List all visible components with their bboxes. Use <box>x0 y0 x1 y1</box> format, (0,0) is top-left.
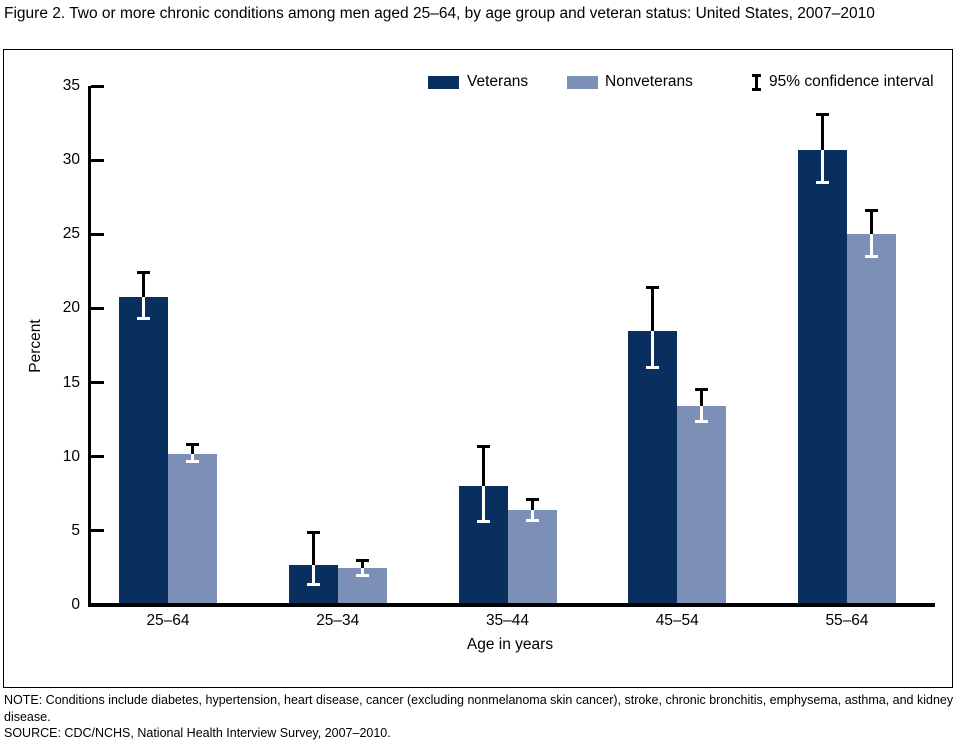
error-bar-cap-high <box>476 444 490 448</box>
legend-swatch-nonveterans <box>567 76 598 89</box>
bar-nonveterans-25-64 <box>168 453 217 605</box>
error-bar-upper <box>360 560 364 568</box>
y-tick-label-35: 35 <box>62 77 80 94</box>
error-bar-upper <box>651 287 655 331</box>
error-bar-upper <box>700 389 704 407</box>
y-tick-label-30: 30 <box>62 151 80 169</box>
error-bar-cap-high <box>137 271 150 275</box>
y-tick-10 <box>91 455 104 459</box>
error-bar-cap-low <box>816 180 829 184</box>
error-bar-cap-low <box>695 419 709 423</box>
y-tick-label-5: 5 <box>71 521 80 539</box>
error-bar-cap-high <box>816 112 829 116</box>
error-bar-upper <box>481 446 485 487</box>
x-category-25-64: 25–64 <box>146 612 190 629</box>
y-tick-label-0: 0 <box>71 596 80 613</box>
y-tick-label-10: 10 <box>62 447 80 465</box>
error-bar-lower <box>700 406 704 422</box>
error-bar-cap-low <box>186 459 199 463</box>
error-bar-cap-low <box>865 255 878 259</box>
error-bar-cap-high <box>525 498 539 502</box>
error-bar-cap-high <box>186 443 199 447</box>
error-bar-lower <box>870 234 873 257</box>
chart-frame: Percent Age in years Veterans Nonveteran… <box>3 49 953 688</box>
legend-label-veterans: Veterans <box>467 73 529 90</box>
y-tick-label-20: 20 <box>62 299 80 317</box>
error-bar-icon <box>752 74 761 91</box>
error-bar-cap-high <box>646 286 660 290</box>
legend-swatch-veterans <box>428 76 459 89</box>
error-bar-lower <box>142 296 145 319</box>
x-axis-title: Age in years <box>466 636 554 653</box>
y-tick-20 <box>91 306 104 310</box>
y-axis-title: Percent <box>27 319 44 373</box>
source-text: SOURCE: CDC/NCHS, National Health Interv… <box>4 726 391 740</box>
x-category-55-64: 55–64 <box>825 612 869 629</box>
bar-veterans-55-64 <box>798 149 847 605</box>
note-text: NOTE: Conditions include diabetes, hyper… <box>4 693 954 724</box>
plot-area: Percent Age in years Veterans Nonveteran… <box>4 50 952 687</box>
error-bar-cap-high <box>355 559 369 562</box>
bar-nonveterans-45-54 <box>677 406 727 605</box>
error-bar-cap-high <box>695 388 709 392</box>
error-bar-lower <box>530 510 534 521</box>
error-bar-cap-high <box>306 530 320 534</box>
error-bar-lower <box>360 567 364 576</box>
x-category-35-44: 35–44 <box>485 612 530 629</box>
error-bar-upper <box>821 114 824 150</box>
bar-nonveterans-55-64 <box>847 234 896 605</box>
error-bar-cap-low <box>137 317 150 321</box>
legend-label-ci: 95% confidence interval <box>769 73 934 90</box>
error-bar-lower <box>651 330 655 368</box>
y-tick-15 <box>91 381 104 385</box>
x-category-25-34: 25–34 <box>316 612 360 629</box>
legend-label-nonveterans: Nonveterans <box>605 73 693 90</box>
y-tick-label-15: 15 <box>62 373 80 391</box>
figure-title: Figure 2. Two or more chronic conditions… <box>4 5 875 22</box>
error-bar-upper <box>870 210 873 235</box>
error-bar-cap-high <box>865 209 878 213</box>
error-bar-upper <box>191 444 194 454</box>
error-bar-lower <box>481 486 485 522</box>
error-bar-lower <box>821 149 824 183</box>
y-tick-35 <box>91 84 104 88</box>
y-tick-5 <box>91 529 104 533</box>
error-bar-upper <box>530 499 534 511</box>
footnotes: NOTE: Conditions include diabetes, hyper… <box>4 692 954 742</box>
bar-nonveterans-35-44 <box>507 510 557 605</box>
x-axis-line <box>88 603 935 607</box>
error-bar-cap-low <box>355 573 369 577</box>
error-bar-cap-low <box>525 518 539 522</box>
x-category-45-54: 45–54 <box>655 612 699 629</box>
y-tick-30 <box>91 158 104 162</box>
error-bar-lower <box>311 564 315 585</box>
error-bar-upper <box>311 532 315 565</box>
y-tick-label-25: 25 <box>62 225 80 243</box>
error-bar-upper <box>142 272 145 297</box>
error-bar-cap-low <box>476 520 490 524</box>
error-bar-lower <box>191 453 194 462</box>
error-bar-cap-low <box>646 366 660 370</box>
bar-veterans-45-54 <box>628 330 678 605</box>
bar-veterans-25-64 <box>119 296 168 605</box>
y-tick-25 <box>91 232 104 236</box>
error-bar-cap-low <box>306 582 320 586</box>
y-axis-line <box>88 86 91 607</box>
